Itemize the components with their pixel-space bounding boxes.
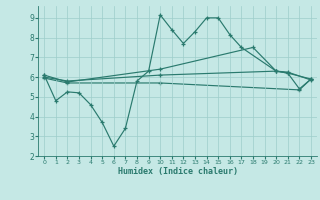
X-axis label: Humidex (Indice chaleur): Humidex (Indice chaleur): [118, 167, 238, 176]
